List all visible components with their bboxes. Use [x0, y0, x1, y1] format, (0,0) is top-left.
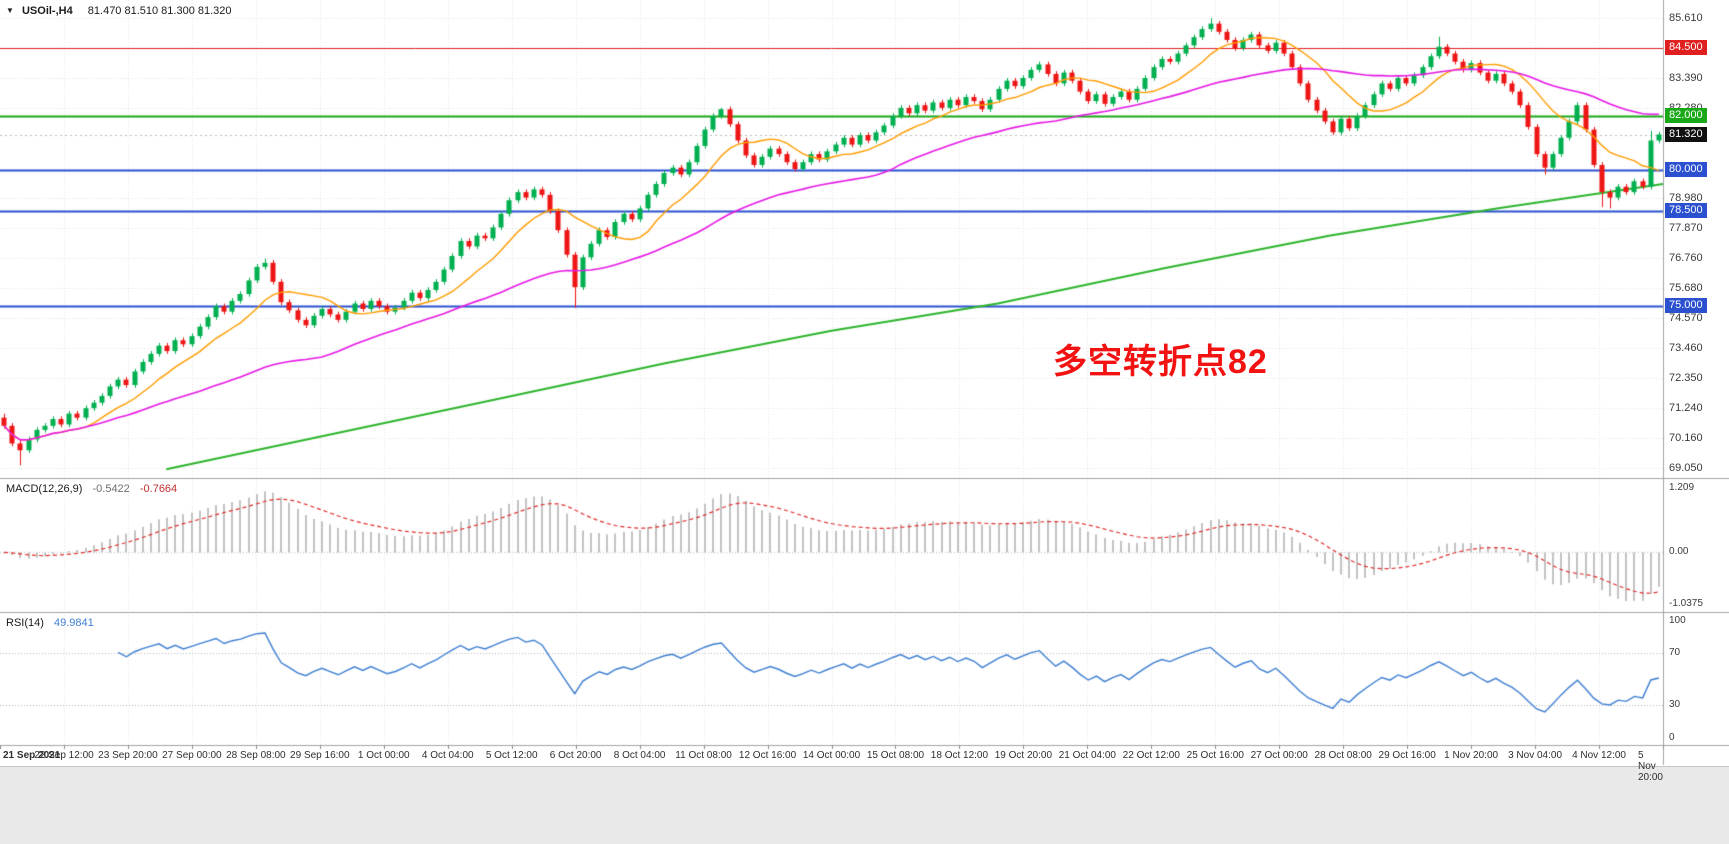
price-tick-label: 69.050 — [1669, 461, 1703, 474]
time-tick-label: 14 Oct 00:00 — [802, 750, 861, 761]
rsi-axis-70: 70 — [1669, 646, 1681, 658]
macd-name: MACD(12,26,9) — [6, 483, 83, 495]
time-tick-label: 22 Sep 12:00 — [34, 750, 94, 761]
price-tick-label: 75.680 — [1669, 281, 1703, 294]
time-tick-label: 23 Sep 20:00 — [98, 750, 158, 761]
macd-pane[interactable] — [0, 479, 1663, 612]
price-line-badge: 75.000 — [1665, 298, 1707, 314]
rsi-axis-0: 0 — [1669, 732, 1675, 743]
price-tick-label: 77.870 — [1669, 222, 1703, 235]
ohlc-values: 81.470 81.510 81.300 81.320 — [87, 5, 232, 17]
time-tick-label: 12 Oct 16:00 — [738, 750, 797, 761]
time-tick-label: 25 Oct 16:00 — [1186, 750, 1244, 761]
price-tick-label: 71.240 — [1669, 402, 1703, 415]
chart-expand-icon[interactable]: ▼ — [6, 6, 14, 15]
price-tick-label: 73.460 — [1669, 342, 1703, 355]
time-tick-label: 21 Sep 2021 — [3, 750, 61, 761]
rsi-value: 49.9841 — [53, 617, 94, 629]
macd-axis-min: -1.0375 — [1669, 598, 1703, 609]
rsi-name: RSI(14) — [6, 617, 44, 629]
time-tick-label: 27 Oct 00:00 — [1250, 750, 1308, 761]
time-tick-label: 27 Sep 00:00 — [162, 750, 222, 761]
price-tick-label: 70.160 — [1669, 431, 1703, 444]
time-tick-label: 8 Oct 04:00 — [613, 750, 666, 761]
price-tick-label: 83.390 — [1669, 72, 1703, 85]
time-tick-label: 15 Oct 08:00 — [866, 750, 925, 761]
window-background — [0, 766, 1729, 844]
time-tick-label: 28 Sep 08:00 — [226, 750, 286, 761]
macd-signal-value: -0.7664 — [139, 483, 178, 495]
rsi-axis-30: 30 — [1669, 699, 1681, 711]
rsi-indicator-label: RSI(14) 49.9841 — [6, 617, 94, 629]
price-line-badge: 82.000 — [1665, 108, 1707, 124]
time-tick-label: 1 Oct 00:00 — [357, 750, 410, 761]
time-tick-label: 11 Oct 08:00 — [675, 750, 732, 761]
price-line-badge: 80.000 — [1665, 162, 1707, 178]
time-tick-label: 5 Oct 12:00 — [485, 750, 538, 761]
time-tick-label: 1 Nov 20:00 — [1444, 750, 1499, 761]
price-tick-label: 72.350 — [1669, 372, 1703, 385]
time-tick-label: 4 Oct 04:00 — [421, 750, 474, 761]
time-tick-label: 5 Nov 20:00 — [1637, 750, 1663, 783]
macd-indicator-label: MACD(12,26,9) -0.5422 -0.7664 — [6, 483, 177, 495]
time-tick-label: 19 Oct 20:00 — [994, 750, 1053, 761]
price-tick-label: 74.570 — [1669, 311, 1703, 324]
time-tick-label: 28 Oct 08:00 — [1314, 750, 1372, 761]
time-tick-label: 29 Oct 16:00 — [1378, 750, 1436, 761]
time-tick-label: 6 Oct 20:00 — [549, 750, 602, 761]
price-tick-label: 78.980 — [1669, 192, 1703, 205]
annotation-text[interactable]: 多空转折点82 — [1053, 343, 1268, 381]
time-tick-label: 29 Sep 16:00 — [290, 750, 350, 761]
price-tick-label: 76.760 — [1669, 252, 1703, 265]
rsi-pane[interactable] — [0, 613, 1663, 745]
main-price-pane[interactable] — [0, 0, 1663, 478]
price-line-badge: 78.500 — [1665, 203, 1707, 219]
time-tick-label: 22 Oct 12:00 — [1122, 750, 1180, 761]
price-line-badge: 84.500 — [1665, 40, 1707, 56]
symbol-timeframe-label: USOil-,H4 — [21, 5, 73, 17]
time-axis[interactable]: 21 Sep 2021 22 Sep 12:00 23 Sep 20:00 27 Se… — [0, 749, 1663, 783]
time-tick-label: 18 Oct 12:00 — [930, 750, 989, 761]
time-tick-label: 21 Oct 04:00 — [1058, 750, 1116, 761]
price-tick-label: 85.610 — [1669, 11, 1703, 24]
price-axis[interactable]: 85.61083.39082.28078.98077.87076.76075.6… — [1664, 0, 1729, 766]
macd-main-value: -0.5422 — [92, 483, 130, 495]
rsi-axis-100: 100 — [1669, 615, 1686, 626]
time-tick-label: 4 Nov 12:00 — [1572, 750, 1626, 761]
current-price-badge: 81.320 — [1665, 126, 1707, 142]
macd-axis-zero: 0.00 — [1669, 546, 1689, 558]
macd-axis-max: 1.209 — [1669, 482, 1695, 493]
time-tick-label: 3 Nov 04:00 — [1508, 750, 1563, 761]
chart-title: ▼ USOil-,H4 81.470 81.510 81.300 81.320 — [6, 5, 232, 17]
